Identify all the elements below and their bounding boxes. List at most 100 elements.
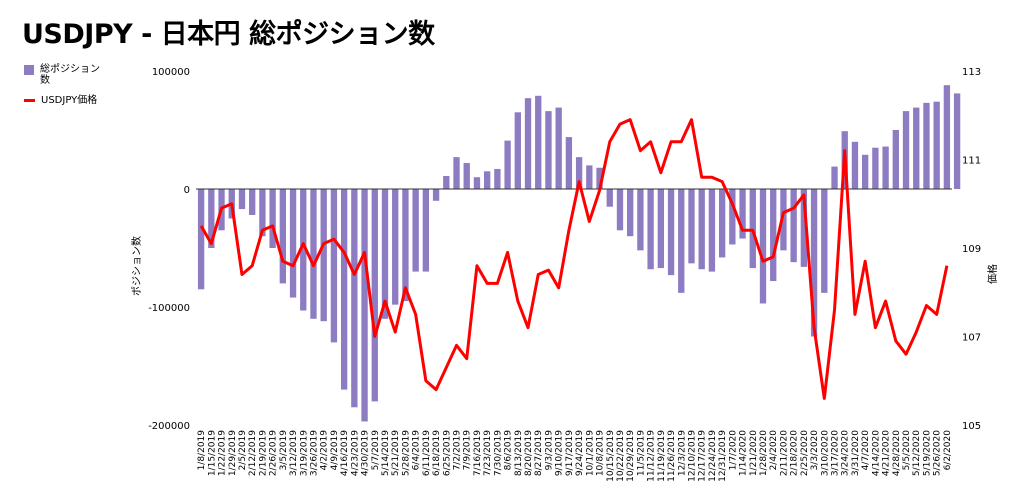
bar	[708, 189, 716, 272]
x-tick-label: 1/22/2019	[218, 430, 228, 476]
price-line	[199, 118, 949, 400]
x-tick-label: 2/12/2019	[248, 430, 258, 476]
price-points	[201, 119, 947, 399]
x-tick-label: 2/26/2019	[269, 430, 279, 476]
bar	[432, 189, 440, 201]
bar	[535, 95, 542, 189]
bar	[565, 137, 573, 189]
bar	[484, 171, 491, 189]
left-axis-label: ポジション数	[130, 236, 143, 296]
bar	[882, 146, 889, 189]
x-tick-label: 1/29/2019	[228, 430, 238, 476]
bar	[902, 111, 910, 189]
bar	[555, 107, 562, 189]
x-tick-label: 10/8/2019	[596, 430, 606, 476]
x-tick-label: 4/2/2019	[320, 430, 330, 471]
x-tick-label: 12/17/2019	[698, 430, 708, 482]
right-tick-label: 113	[962, 67, 981, 78]
bar	[289, 189, 297, 298]
x-tick-label: 10/1/2019	[585, 430, 595, 476]
legend-swatch-bar	[24, 65, 34, 75]
bar	[422, 189, 430, 272]
bar	[678, 189, 685, 293]
left-tick-label: 0	[184, 185, 190, 196]
bar	[238, 189, 246, 210]
bar	[514, 112, 521, 189]
x-tick-label: 12/31/2019	[718, 430, 728, 482]
bar	[739, 189, 746, 239]
bar	[208, 189, 215, 248]
bar	[575, 157, 583, 189]
x-tick-label: 1/8/2019	[197, 430, 207, 471]
x-tick-label: 6/2/2020	[943, 430, 953, 471]
bar	[371, 189, 378, 402]
x-tick-label: 4/21/2020	[882, 430, 892, 476]
bar	[913, 107, 920, 189]
bar	[759, 189, 767, 304]
bar	[749, 189, 756, 269]
bar	[463, 163, 470, 189]
x-tick-label: 9/3/2019	[544, 430, 554, 471]
x-tick-label: 5/28/2019	[401, 430, 411, 476]
x-tick-label: 11/26/2019	[667, 430, 677, 482]
x-tick-label: 9/17/2019	[565, 430, 575, 476]
bar	[524, 98, 532, 189]
bar	[606, 189, 613, 207]
bar	[872, 147, 879, 189]
bar	[269, 189, 276, 248]
right-axis-ticks: 113 111 109 107 105	[962, 67, 981, 432]
bar	[647, 189, 654, 270]
bar	[729, 189, 736, 245]
x-tick-label: 11/19/2019	[657, 430, 667, 482]
bar	[637, 189, 644, 251]
x-tick-label: 5/21/2019	[391, 430, 401, 476]
x-tick-label: 2/25/2020	[800, 430, 810, 476]
bar	[279, 189, 286, 284]
bar	[320, 189, 327, 322]
bar	[596, 167, 603, 189]
bar	[259, 189, 266, 237]
bar	[473, 177, 481, 189]
bar	[494, 168, 501, 189]
x-tick-label: 4/30/2019	[361, 430, 371, 476]
x-tick-label: 8/13/2019	[514, 430, 524, 476]
legend: 総ポジション数 USDJPY価格	[24, 64, 103, 115]
x-tick-label: 9/24/2019	[575, 430, 585, 476]
bar	[933, 101, 940, 189]
bar	[780, 189, 787, 251]
x-axis-ticks: 1/8/2019 1/15/2019 1/22/2019 1/29/2019 2/5/2…	[197, 430, 953, 482]
bar	[821, 189, 828, 293]
left-tick-label: -200000	[148, 421, 190, 432]
x-tick-label: 8/27/2019	[534, 430, 544, 476]
x-tick-label: 4/9/2019	[330, 430, 340, 471]
bar	[810, 189, 818, 337]
left-axis-ticks: 100000 0 -100000 -200000	[148, 67, 190, 432]
bar	[943, 85, 951, 189]
x-tick-label: 4/28/2020	[892, 430, 902, 476]
left-tick-label: -100000	[148, 303, 190, 314]
x-tick-label: 10/15/2019	[606, 430, 616, 482]
x-tick-label: 4/16/2019	[340, 430, 350, 476]
x-tick-label: 5/19/2020	[922, 430, 932, 476]
x-tick-label: 6/18/2019	[432, 430, 442, 476]
bar	[616, 189, 624, 231]
bar	[545, 111, 552, 189]
x-tick-label: 3/24/2020	[841, 430, 851, 476]
bar	[249, 189, 256, 215]
bar	[953, 93, 961, 189]
chart-title: USDJPY - 日本円 総ポジション数	[22, 19, 435, 50]
bar	[504, 140, 511, 189]
right-tick-label: 111	[962, 156, 981, 167]
x-tick-label: 6/11/2019	[422, 430, 432, 476]
bar	[718, 189, 726, 258]
bar	[698, 189, 705, 270]
bar	[197, 189, 205, 290]
x-tick-label: 2/18/2020	[790, 430, 800, 476]
x-tick-label: 8/6/2019	[504, 430, 514, 471]
bar	[627, 189, 634, 237]
x-tick-label: 1/14/2020	[739, 430, 749, 476]
x-tick-label: 3/5/2019	[279, 430, 289, 471]
bar	[800, 189, 808, 267]
x-tick-label: 7/2/2019	[453, 430, 463, 471]
x-tick-label: 6/4/2019	[412, 430, 422, 471]
